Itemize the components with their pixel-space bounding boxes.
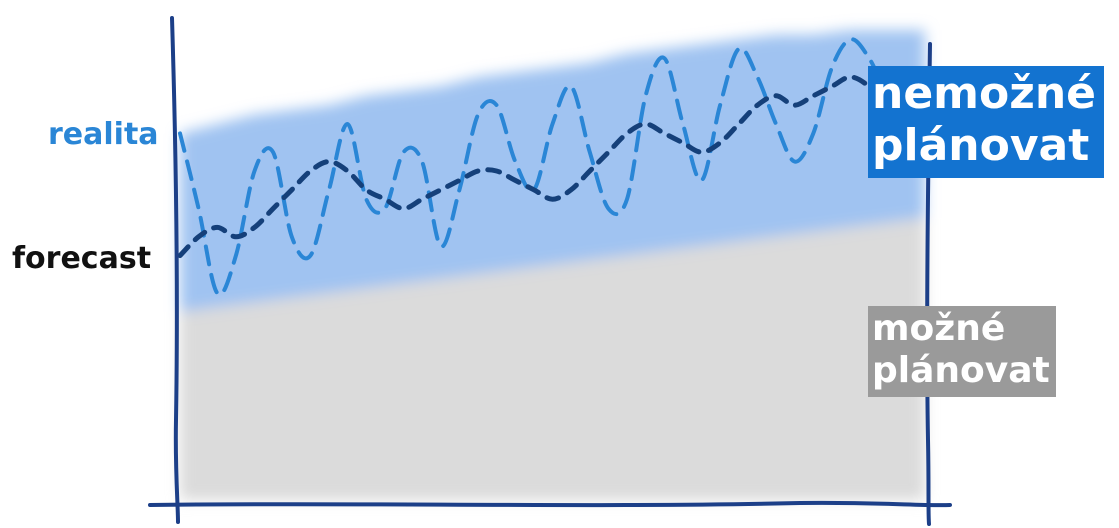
realita-series-label: realita: [48, 117, 159, 152]
possible-to-plan-line-2: plánovat: [872, 350, 1050, 392]
possible-to-plan-band: [180, 218, 925, 500]
possible-to-plan-label: možné plánovat: [868, 306, 1056, 397]
possible-to-plan-line-1: možné: [872, 308, 1006, 349]
impossible-to-plan-line-1: nemožné: [872, 68, 1097, 119]
impossible-to-plan-label: nemožné plánovat: [868, 66, 1105, 178]
y-axis-line: [170, 16, 180, 524]
forecast-series-line: [177, 74, 928, 259]
forecast-series-label: forecast: [12, 241, 152, 276]
x-axis-line: [148, 500, 952, 508]
impossible-to-plan-line-2: plánovat: [872, 119, 1090, 171]
impossible-to-plan-band: [180, 30, 925, 312]
realita-series-line: [178, 37, 927, 297]
